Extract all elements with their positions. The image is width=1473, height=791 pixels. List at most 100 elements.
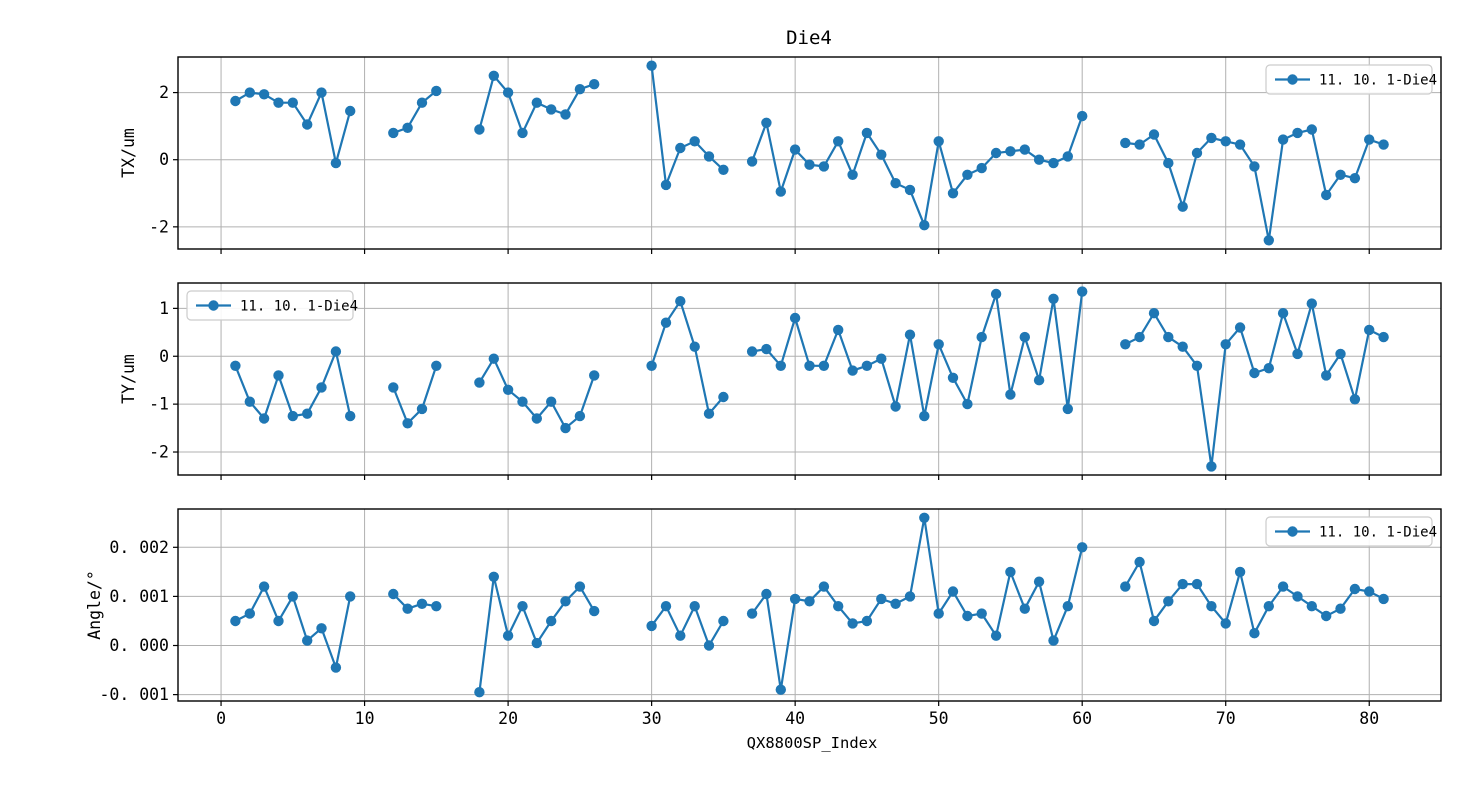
data-point-marker [531, 637, 542, 649]
series-line-segment [392, 90, 438, 134]
data-point-marker [1306, 298, 1318, 309]
data-point-marker [330, 157, 342, 169]
data-point-marker [1349, 394, 1361, 405]
subplot-2: -2 -1 0 1 11. 10. 1-Die4 [149, 282, 1442, 480]
data-point-marker [560, 596, 571, 607]
data-point-marker [660, 179, 672, 191]
legend: 11. 10. 1-Die4 [1265, 64, 1437, 95]
data-point-marker [1249, 628, 1260, 639]
legend: 11. 10. 1-Die4 [1265, 516, 1437, 547]
axes-frame [177, 56, 1442, 250]
legend-box [1265, 64, 1433, 95]
series-line-segment [751, 517, 1084, 690]
data-point-marker [718, 615, 729, 627]
data-point-marker [919, 410, 930, 422]
data-point-marker [904, 329, 916, 340]
data-point-marker [1292, 127, 1303, 139]
series-line-segment [650, 298, 725, 417]
data-point-marker [1019, 603, 1030, 614]
data-point-marker [990, 147, 1002, 159]
data-point-marker [933, 339, 944, 350]
data-point-marker [1335, 348, 1346, 360]
data-point-marker [1062, 151, 1074, 162]
data-point-marker [402, 122, 413, 133]
data-point-marker [1378, 331, 1389, 343]
data-point-marker [1292, 591, 1303, 602]
y-axis-label-tx: TX/um [119, 128, 138, 178]
figure-title: Die4 [786, 27, 832, 49]
data-point-marker [689, 341, 700, 352]
y-tick-label: 2 [159, 83, 169, 102]
data-point-marker [1206, 461, 1217, 472]
data-point-marker [560, 109, 571, 120]
data-point-marker [1191, 578, 1203, 590]
legend-label: 11. 10. 1-Die4 [1319, 73, 1437, 89]
x-tick-label: 60 [1072, 709, 1092, 728]
data-point-marker [789, 593, 801, 605]
data-point-marker [933, 608, 944, 619]
data-point-marker [330, 662, 342, 673]
data-point-marker [273, 97, 284, 108]
data-point-marker [230, 615, 241, 627]
data-point-marker [402, 418, 413, 429]
data-point-marker [646, 620, 657, 632]
data-point-marker [1048, 293, 1059, 304]
data-point-marker [1277, 134, 1289, 145]
data-point-marker [244, 608, 255, 619]
data-point-marker [1263, 601, 1275, 612]
data-point-marker [431, 360, 442, 371]
data-point-marker [230, 95, 241, 107]
data-point-marker [718, 164, 729, 175]
data-point-marker [1349, 173, 1361, 184]
y-tick-label: 0. 002 [109, 538, 169, 557]
legend-label: 11. 10. 1-Die4 [1319, 525, 1437, 541]
legend-marker-sample [208, 300, 219, 311]
data-point-marker [1364, 586, 1375, 597]
data-point-marker [675, 142, 686, 154]
data-point-marker [502, 87, 514, 98]
data-point-marker [546, 396, 557, 407]
data-point-marker [574, 410, 586, 422]
data-point-marker [761, 343, 772, 355]
data-point-marker [1134, 556, 1145, 568]
data-point-marker [1005, 566, 1016, 578]
data-point-marker [416, 598, 428, 609]
data-point-marker [775, 360, 786, 371]
data-point-marker [1033, 375, 1045, 386]
data-point-marker [818, 581, 830, 592]
data-point-marker [1033, 154, 1045, 165]
data-point-marker [302, 408, 313, 419]
data-point-marker [574, 581, 586, 592]
data-point-marker [660, 317, 672, 328]
data-point-marker [502, 630, 514, 641]
data-point-marker [1263, 235, 1275, 246]
data-point-marker [789, 312, 801, 324]
data-point-marker [1019, 144, 1030, 155]
y-tick-label: -1 [149, 395, 169, 414]
data-point-marker [746, 346, 758, 357]
data-point-marker [818, 161, 830, 172]
data-point-marker [1234, 322, 1246, 333]
data-point-marker [273, 370, 284, 381]
subplot-3: 0 10 20 30 40 50 60 70 80 -0. 001 0. 000 0. 001 0. 0… [99, 508, 1442, 728]
data-point-marker [1163, 157, 1174, 169]
data-point-marker [876, 593, 887, 605]
data-point-marker [775, 684, 786, 695]
data-point-marker [1234, 566, 1246, 578]
series-line-segment [1124, 559, 1385, 637]
data-point-marker [1177, 578, 1188, 590]
data-point-marker [1048, 635, 1059, 646]
data-point-marker [1321, 370, 1332, 381]
data-point-marker [1191, 360, 1203, 371]
data-point-marker [919, 512, 930, 523]
data-point-marker [976, 162, 987, 174]
data-point-marker [890, 178, 901, 189]
data-point-marker [861, 615, 873, 627]
data-point-marker [488, 70, 499, 82]
data-point-marker [976, 608, 987, 619]
data-point-marker [861, 127, 873, 139]
data-point-marker [660, 601, 672, 612]
data-point-marker [1364, 134, 1375, 145]
data-point-marker [789, 144, 801, 155]
data-point-marker [904, 184, 916, 196]
